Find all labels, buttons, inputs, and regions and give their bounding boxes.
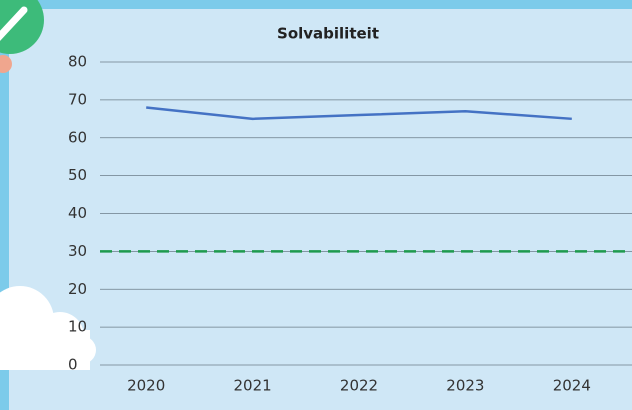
y-tick-label: 20 [68, 280, 87, 298]
y-tick-label: 0 [68, 356, 78, 374]
y-tick-label: 40 [68, 204, 87, 222]
x-tick-label: 2022 [340, 377, 378, 395]
y-tick-label: 70 [68, 90, 87, 108]
x-tick-label: 2020 [127, 377, 165, 395]
chart: Solvabiliteit 0 10 20 30 40 50 60 70 80 2020 2021 2… [0, 0, 632, 410]
y-tick-label: 60 [68, 128, 87, 146]
y-tick-label: 10 [68, 318, 87, 336]
page: Solvabiliteit 0 10 20 30 40 50 60 70 80 2020 2021 2… [0, 0, 632, 410]
chart-title: Solvabiliteit [277, 25, 379, 43]
y-tick-label: 30 [68, 242, 87, 260]
x-tick-label: 2024 [553, 377, 591, 395]
y-tick-label: 80 [68, 53, 87, 71]
top-border [0, 0, 632, 9]
x-tick-label: 2023 [446, 377, 484, 395]
x-tick-label: 2021 [234, 377, 272, 395]
y-tick-label: 50 [68, 166, 87, 184]
